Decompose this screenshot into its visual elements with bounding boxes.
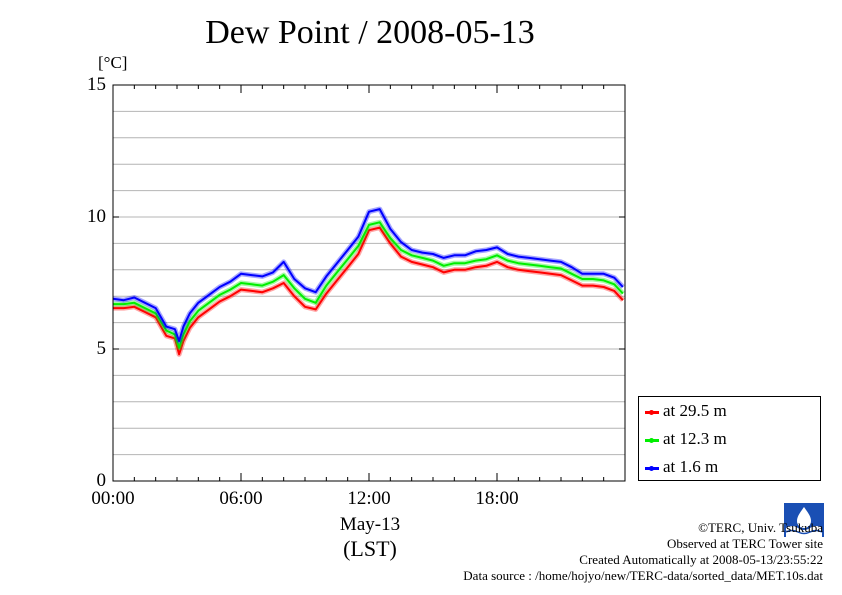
series-halo-0 [113, 225, 625, 357]
tick-marks [112, 84, 626, 482]
series-line-2 [112, 208, 624, 343]
legend-swatch-blue [645, 465, 659, 471]
x-tick-label: 00:00 [91, 488, 135, 509]
series-line-1 [113, 221, 624, 349]
legend-item-29-5m: at 29.5 m [645, 400, 727, 422]
date-label: May-13 [339, 514, 401, 535]
series-layer [112, 206, 625, 357]
y-axis-unit: [°C] [98, 53, 128, 72]
y-tick-label: 15 [87, 74, 106, 95]
legend-swatch-green [645, 437, 659, 443]
source-text: Data source : /home/hojyo/new/TERC-data/… [463, 568, 823, 583]
legend: at 29.5 m at 12.3 m at 1.6 m [638, 396, 821, 481]
x-tick-label: 18:00 [475, 488, 519, 509]
legend-label-1-6m: at 1.6 m [663, 457, 719, 476]
y-tick-label: 0 [96, 470, 107, 491]
legend-swatch-red [645, 409, 659, 415]
legend-label-12-3m: at 12.3 m [663, 429, 727, 448]
x-tick-label: 12:00 [347, 488, 391, 509]
y-tick-label: 10 [87, 206, 106, 227]
chart-title: Dew Point / 2008-05-13 [205, 14, 535, 51]
x-tick-label: 06:00 [219, 488, 263, 509]
gridlines [113, 110, 625, 456]
plot-frame [112, 84, 626, 482]
timezone-label: (LST) [343, 536, 397, 561]
y-tick-label: 5 [96, 338, 107, 359]
legend-item-12-3m: at 12.3 m [645, 428, 727, 450]
copyright-text: ©TERC, Univ. Tsukuba [698, 520, 823, 535]
terc-logo-icon [784, 503, 824, 537]
legend-item-1-6m: at 1.6 m [645, 456, 718, 478]
created-text: Created Automatically at 2008-05-13/23:5… [579, 552, 823, 567]
legend-label-29-5m: at 29.5 m [663, 401, 727, 420]
credits: ©TERC, Univ. Tsukuba Observed at TERC To… [463, 520, 823, 584]
series-line-0 [113, 226, 624, 356]
observed-text: Observed at TERC Tower site [666, 536, 823, 551]
